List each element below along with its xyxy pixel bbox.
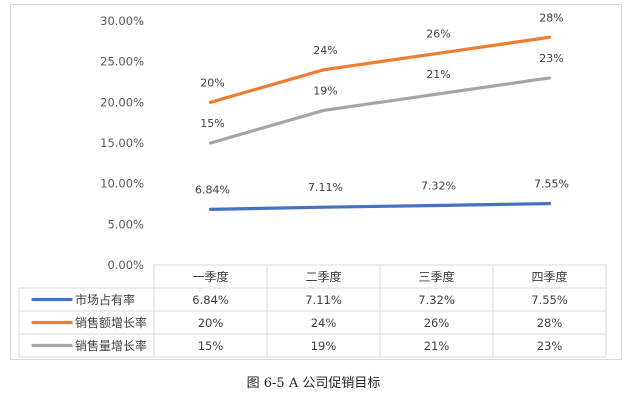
y-tick-label: 10.00% xyxy=(100,177,144,191)
data-label: 19% xyxy=(313,84,337,97)
y-tick-label: 0.00% xyxy=(107,258,144,272)
data-label: 21% xyxy=(426,68,450,81)
line-chart: 0.00% 5.00% 10.00% 15.00% 20.00% 25.00% 30.00%… xyxy=(18,11,607,358)
table-cell: 21% xyxy=(424,339,450,353)
table-cell: 20% xyxy=(198,316,224,330)
category-label: 一季度 xyxy=(192,269,228,284)
category-label: 二季度 xyxy=(305,269,341,284)
y-tick-label: 5.00% xyxy=(107,217,144,231)
chart-frame: 0.00% 5.00% 10.00% 15.00% 20.00% 25.00% 30.00%… xyxy=(10,4,622,360)
table-cell: 26% xyxy=(424,316,450,330)
data-label: 7.32% xyxy=(421,179,456,192)
legend-label: 销售量增长率 xyxy=(75,338,147,353)
data-label: 7.55% xyxy=(534,178,569,191)
category-label: 三季度 xyxy=(418,269,454,284)
series-line-1 xyxy=(208,35,552,104)
table-cell: 15% xyxy=(198,339,224,353)
table-cell: 23% xyxy=(537,339,563,353)
data-label: 28% xyxy=(539,11,563,24)
legend-label: 市场占有率 xyxy=(75,292,135,307)
series-line-2 xyxy=(208,76,552,145)
figure-caption: 图 6-5 A 公司促销目标 xyxy=(246,376,381,391)
data-label: 6.84% xyxy=(195,183,230,196)
data-label: 15% xyxy=(200,117,224,130)
data-label: 26% xyxy=(426,28,450,41)
y-tick-label: 30.00% xyxy=(100,14,144,28)
table-cell: 24% xyxy=(311,316,337,330)
y-tick-label: 20.00% xyxy=(100,95,144,109)
series-line-0 xyxy=(208,201,552,211)
table-cell: 7.32% xyxy=(418,293,455,307)
table-cell: 7.55% xyxy=(531,293,568,307)
data-label: 20% xyxy=(200,76,224,89)
table-cell: 19% xyxy=(311,339,337,353)
table-cell: 6.84% xyxy=(192,293,229,307)
category-label: 四季度 xyxy=(531,269,567,284)
data-label: 23% xyxy=(539,52,563,65)
data-label: 7.11% xyxy=(308,181,343,194)
legend-label: 销售额增长率 xyxy=(75,315,147,330)
y-tick-label: 25.00% xyxy=(100,55,144,69)
y-tick-label: 15.00% xyxy=(100,136,144,150)
table-cell: 7.11% xyxy=(305,293,342,307)
table-cell: 28% xyxy=(537,316,563,330)
data-label: 24% xyxy=(313,44,337,57)
